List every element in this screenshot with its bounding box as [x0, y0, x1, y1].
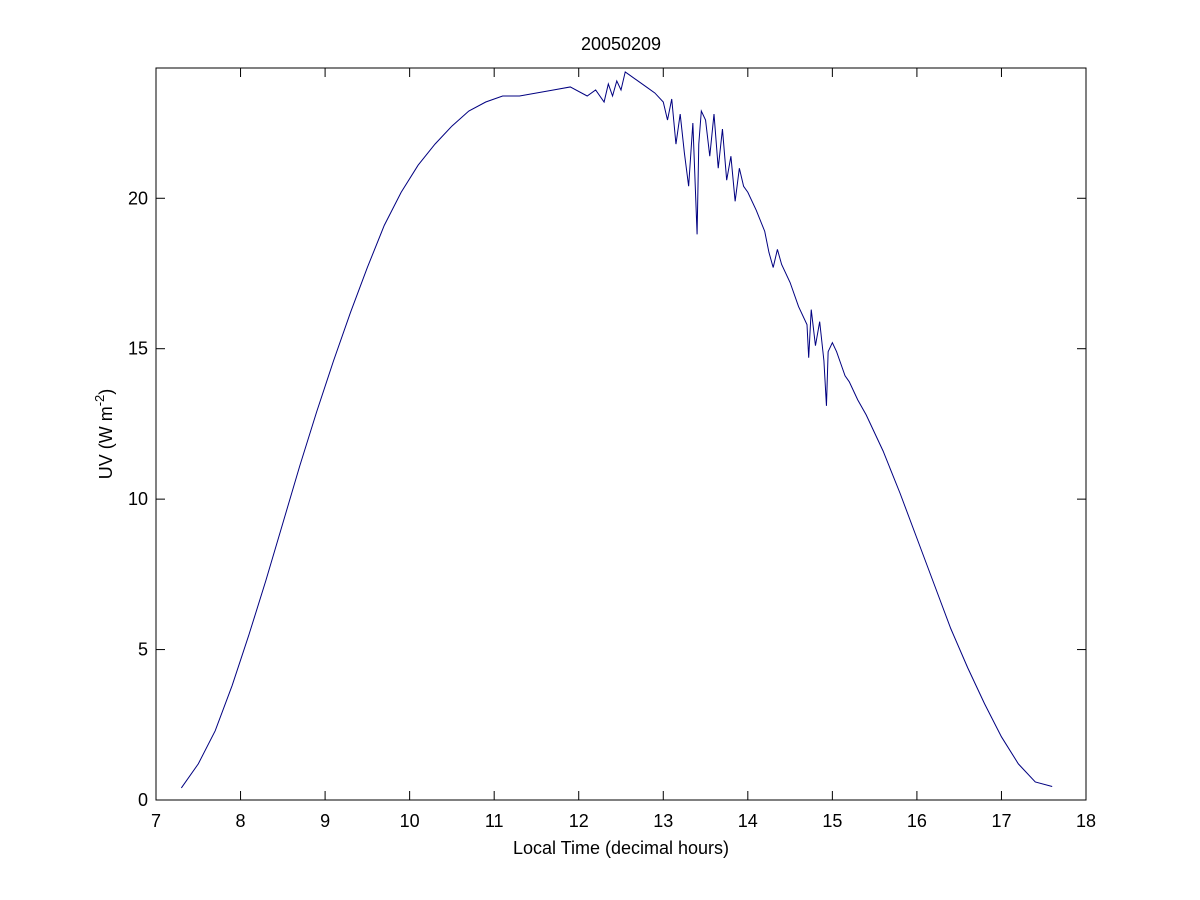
x-tick-label-8: 15	[822, 811, 842, 831]
x-tick-label-5: 12	[569, 811, 589, 831]
x-axis-ticks: 7 8 9 10 11 12 13 14 15 16 17 18	[151, 68, 1096, 831]
x-tick-label-0: 7	[151, 811, 161, 831]
y-tick-label-0: 0	[138, 790, 148, 810]
y-tick-label-4: 20	[128, 188, 148, 208]
y-tick-label-1: 5	[138, 640, 148, 660]
y-tick-label-3: 15	[128, 339, 148, 359]
y-axis-ticks: 0 5 10 15 20	[128, 188, 1086, 810]
x-tick-label-2: 9	[320, 811, 330, 831]
y-axis-title-superscript: -2	[92, 395, 107, 407]
x-tick-label-10: 17	[991, 811, 1011, 831]
x-axis-title: Local Time (decimal hours)	[513, 838, 729, 858]
chart-title: 20050209	[581, 34, 661, 54]
x-tick-label-6: 13	[653, 811, 673, 831]
x-tick-label-1: 8	[236, 811, 246, 831]
x-tick-label-7: 14	[738, 811, 758, 831]
y-axis-title-text: UV (W m	[96, 406, 116, 479]
x-tick-label-9: 16	[907, 811, 927, 831]
uv-series-line	[180, 71, 1053, 789]
x-tick-label-3: 10	[400, 811, 420, 831]
y-axis-title-suffix: )	[96, 389, 116, 395]
y-tick-label-2: 10	[128, 489, 148, 509]
plot-area	[155, 67, 1087, 801]
x-tick-label-4: 11	[485, 811, 504, 831]
x-tick-label-11: 18	[1076, 811, 1096, 831]
y-axis-title: UV (W m-2)	[92, 389, 116, 480]
